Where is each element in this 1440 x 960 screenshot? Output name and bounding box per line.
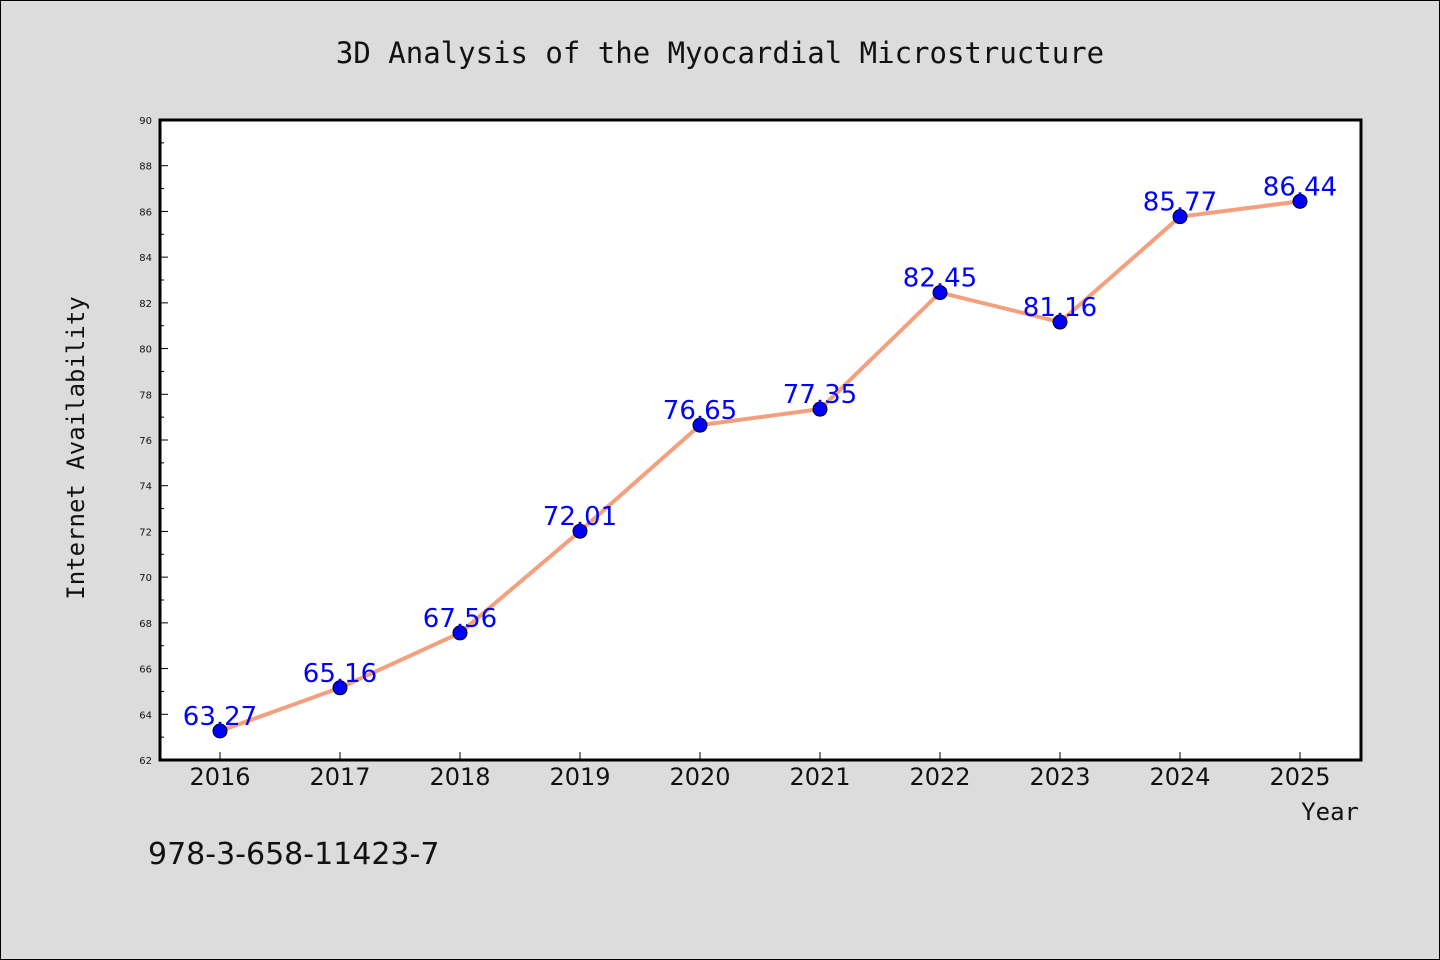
data-point	[812, 401, 828, 417]
data-label: 85.77	[1143, 188, 1217, 218]
y-tick-label: 72	[139, 527, 152, 538]
data-label: 67.56	[423, 604, 497, 634]
x-tick-label: 2020	[669, 763, 730, 791]
x-tick-label: 2018	[429, 763, 490, 791]
y-tick-label: 82	[139, 299, 152, 310]
data-point	[1172, 209, 1188, 225]
data-point	[932, 285, 948, 301]
data-label: 63.27	[183, 702, 257, 732]
y-tick-label: 80	[139, 345, 152, 356]
x-tick-label: 2024	[1149, 763, 1210, 791]
y-tick-label: 66	[139, 665, 152, 676]
chart-title: 3D Analysis of the Myocardial Microstruc…	[336, 36, 1104, 70]
data-label: 72.01	[543, 502, 617, 532]
y-axis: 62 64 66 68 70 72 74 76 78 80 82 84 86 88 90	[139, 116, 168, 767]
x-tick-label: 2017	[309, 763, 370, 791]
y-tick-label: 90	[139, 116, 152, 127]
y-tick-label: 64	[139, 710, 152, 721]
y-tick-label: 62	[139, 756, 152, 767]
data-point	[332, 680, 348, 696]
data-label: 76.65	[663, 396, 737, 426]
x-tick-label: 2021	[789, 763, 850, 791]
data-label: 82.45	[903, 264, 977, 294]
x-tick-label: 2025	[1269, 763, 1330, 791]
data-point	[452, 625, 468, 641]
x-axis: 2016 2017 2018 2019 2020 2021 2022 2023 2024 2025	[189, 752, 1331, 791]
data-point	[692, 417, 708, 433]
data-point	[212, 723, 228, 739]
x-tick-label: 2016	[189, 763, 250, 791]
data-label: 65.16	[303, 659, 377, 689]
y-axis-label: Internet Availability	[62, 296, 90, 599]
y-tick-label: 78	[139, 390, 152, 401]
data-point	[1052, 314, 1068, 330]
x-tick-label: 2022	[909, 763, 970, 791]
data-label: 77.35	[783, 380, 857, 410]
y-tick-label: 68	[139, 619, 152, 630]
series-markers	[212, 193, 1308, 739]
y-tick-label: 84	[139, 253, 152, 264]
series-line	[219, 199, 1301, 733]
plot-area	[158, 118, 1363, 762]
data-point	[1292, 193, 1308, 209]
x-axis-label: Year	[1301, 798, 1359, 826]
y-tick-label: 74	[139, 482, 152, 493]
x-tick-label: 2023	[1029, 763, 1090, 791]
y-tick-label: 88	[139, 162, 152, 173]
y-tick-label: 76	[139, 436, 152, 447]
x-tick-label: 2019	[549, 763, 610, 791]
y-tick-label: 70	[139, 573, 152, 584]
data-point	[572, 523, 588, 539]
y-tick-label: 86	[139, 207, 152, 218]
data-label: 81.16	[1023, 293, 1097, 323]
isbn-text: 978-3-658-11423-7	[148, 837, 439, 872]
data-labels: 63.27 65.16 67.56 72.01 76.65 77.35 82.45 81.16…	[183, 172, 1337, 732]
data-label: 86.44	[1263, 172, 1337, 202]
